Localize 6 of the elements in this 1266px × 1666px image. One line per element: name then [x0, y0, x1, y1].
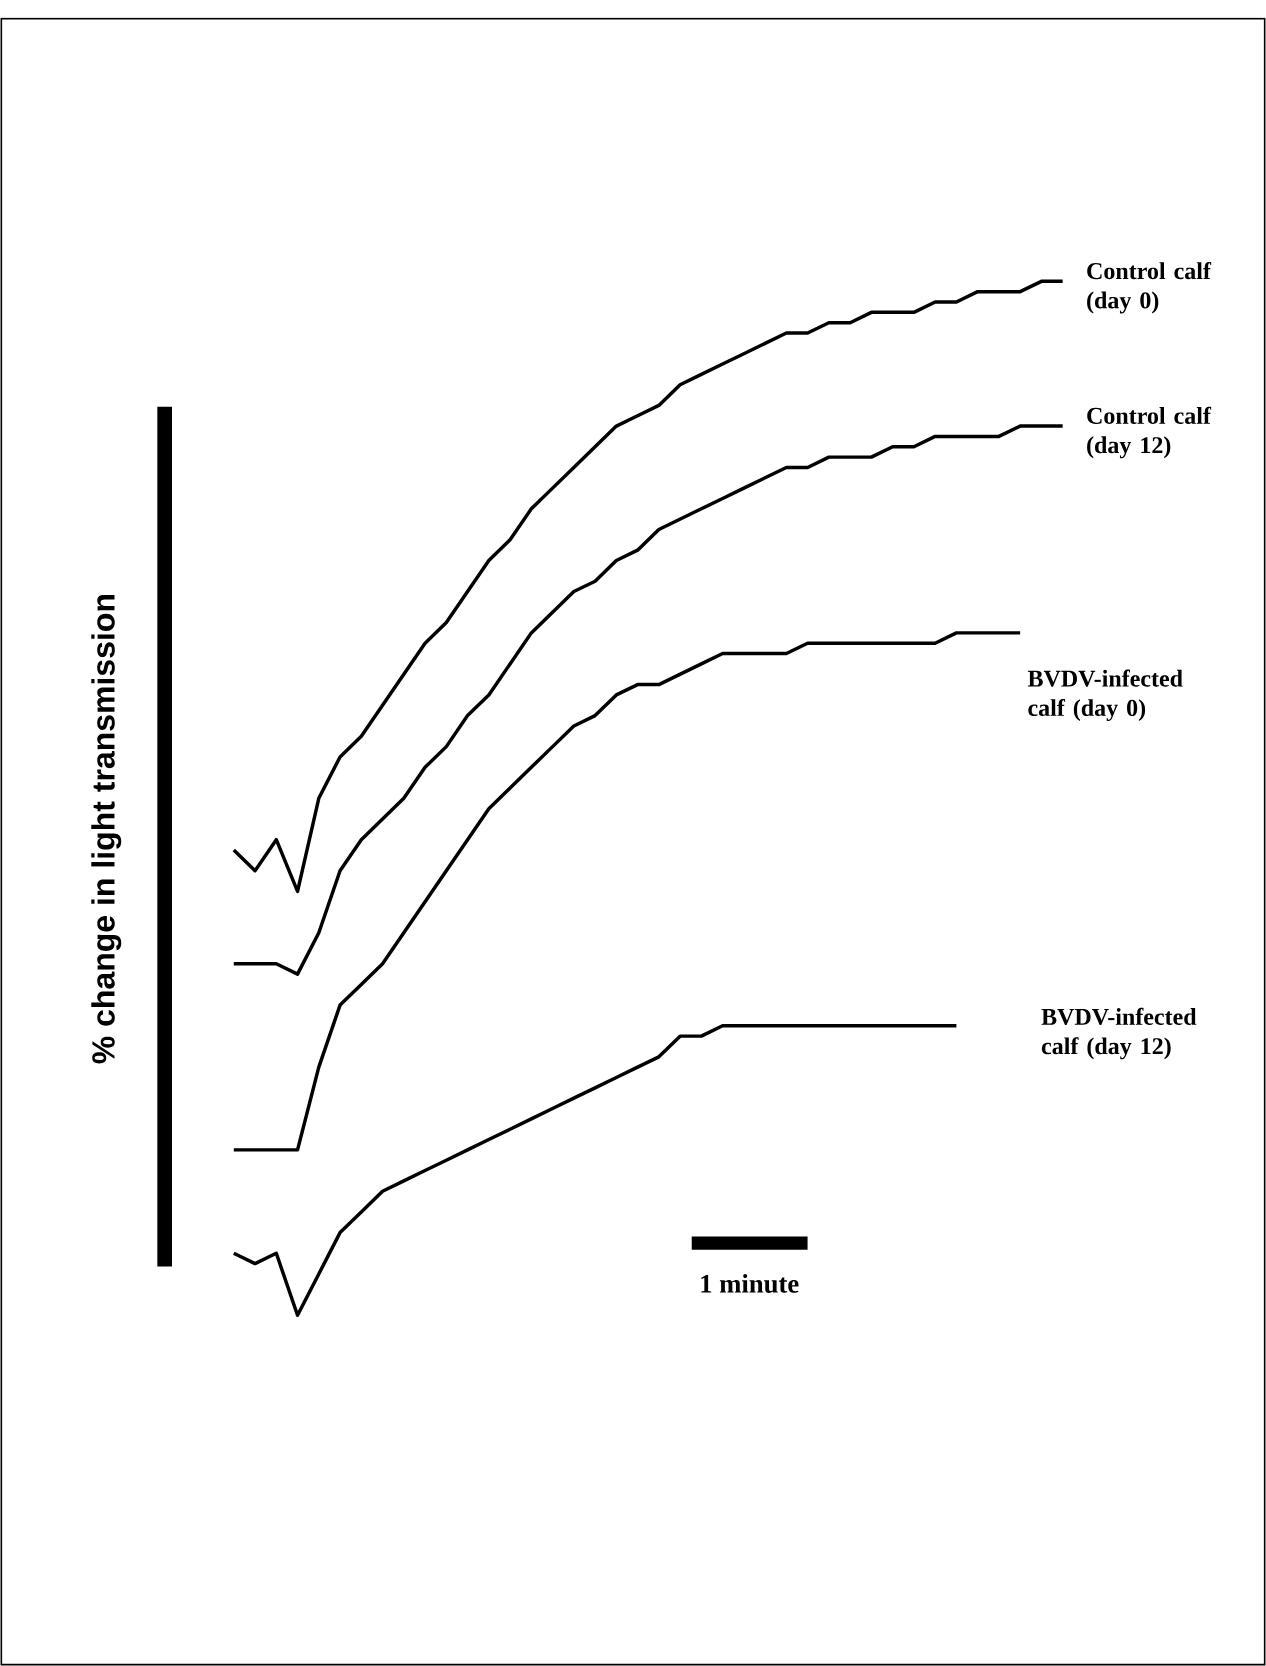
text: BVDV-infected calf (day 12): [1041, 1007, 1197, 1060]
series-label: BVDV-infected calf (day 0): [1027, 669, 1183, 722]
series-label: Control calf (day 0): [1087, 262, 1212, 314]
annotation: 1 minute: [701, 1274, 799, 1293]
y-axis-title: % change in light transmission: [91, 595, 122, 1064]
series-label: Control calf (day 12): [1087, 406, 1212, 459]
